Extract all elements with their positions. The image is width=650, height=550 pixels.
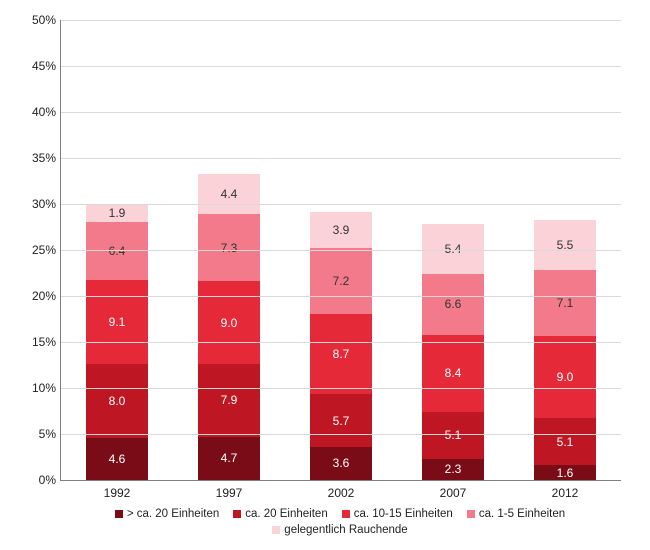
x-tick-label: 2012 bbox=[552, 486, 579, 500]
bar-segment: 4.6 bbox=[86, 438, 148, 480]
bar-segment: 7.2 bbox=[310, 248, 372, 314]
gridline bbox=[61, 250, 621, 251]
bar-segment: 9.0 bbox=[534, 336, 596, 419]
y-tick-label: 5% bbox=[16, 427, 56, 441]
bar-segment: 7.1 bbox=[534, 270, 596, 335]
legend-swatch bbox=[272, 526, 280, 534]
gridline bbox=[61, 20, 621, 21]
legend: > ca. 20 Einheiten ca. 20 Einheiten ca. 10… bbox=[60, 508, 620, 536]
x-tick-label: 2002 bbox=[328, 486, 355, 500]
segment-value-label: 8.0 bbox=[86, 394, 148, 408]
y-tick-label: 50% bbox=[16, 13, 56, 27]
bar-group: 3.6 5.7 8.7 7.2 3.9 bbox=[310, 212, 372, 480]
bar-segment: 3.6 bbox=[310, 447, 372, 480]
bar-segment: 1.6 bbox=[534, 465, 596, 480]
legend-label: gelegentlich Rauchende bbox=[284, 524, 407, 536]
segment-value-label: 9.0 bbox=[198, 316, 260, 330]
legend-item: gelegentlich Rauchende bbox=[272, 524, 407, 536]
bar-group: 1.6 5.1 9.0 7.1 5.5 bbox=[534, 220, 596, 480]
bar-segment: 8.0 bbox=[86, 364, 148, 438]
gridline bbox=[61, 158, 621, 159]
legend-swatch bbox=[233, 510, 241, 518]
bar-segment: 5.5 bbox=[534, 220, 596, 271]
segment-value-label: 4.6 bbox=[86, 452, 148, 466]
bar-segment: 8.7 bbox=[310, 314, 372, 394]
x-tick-label: 1992 bbox=[104, 486, 131, 500]
y-tick-label: 40% bbox=[16, 105, 56, 119]
legend-label: > ca. 20 Einheiten bbox=[127, 508, 219, 520]
plot-area: 4.68.09.16.41.94.77.99.07.34.43.65.78.77… bbox=[60, 20, 621, 481]
bar-group: 2.35.18.46.65.4 bbox=[422, 224, 484, 480]
bar-segment: 5.1 bbox=[422, 412, 484, 459]
gridline bbox=[61, 112, 621, 113]
gridline bbox=[61, 434, 621, 435]
x-tick-label: 1997 bbox=[216, 486, 243, 500]
bar-segment: 4.4 bbox=[198, 174, 260, 214]
gridline bbox=[61, 204, 621, 205]
segment-value-label: 1.9 bbox=[86, 206, 148, 220]
bar-segment: 4.7 bbox=[198, 437, 260, 480]
legend-item: ca. 20 Einheiten bbox=[233, 508, 327, 520]
gridline bbox=[61, 342, 621, 343]
segment-value-label: 4.7 bbox=[198, 451, 260, 465]
gridline bbox=[61, 388, 621, 389]
bar-segment: 5.7 bbox=[310, 394, 372, 446]
x-tick-label: 2007 bbox=[440, 486, 467, 500]
legend-swatch bbox=[115, 510, 123, 518]
y-tick-label: 35% bbox=[16, 151, 56, 165]
legend-item: ca. 10-15 Einheiten bbox=[342, 508, 453, 520]
y-tick-label: 25% bbox=[16, 243, 56, 257]
bar-segment: 1.9 bbox=[86, 204, 148, 221]
segment-value-label: 2.3 bbox=[422, 462, 484, 476]
y-tick-label: 30% bbox=[16, 197, 56, 211]
gridline bbox=[61, 296, 621, 297]
bar-segment: 9.0 bbox=[198, 281, 260, 364]
segment-value-label: 5.1 bbox=[422, 428, 484, 442]
bar-segment: 8.4 bbox=[422, 335, 484, 412]
legend-swatch bbox=[467, 510, 475, 518]
segment-value-label: 8.7 bbox=[310, 347, 372, 361]
segment-value-label: 5.7 bbox=[310, 414, 372, 428]
bar-segment: 3.9 bbox=[310, 212, 372, 248]
segment-value-label: 1.6 bbox=[534, 466, 596, 480]
bar-segment: 6.6 bbox=[422, 274, 484, 335]
segment-value-label: 3.9 bbox=[310, 223, 372, 237]
bar-segment: 9.1 bbox=[86, 280, 148, 364]
segment-value-label: 7.1 bbox=[534, 296, 596, 310]
y-tick-label: 15% bbox=[16, 335, 56, 349]
legend-swatch bbox=[342, 510, 350, 518]
bar-segment: 7.9 bbox=[198, 364, 260, 437]
legend-label: ca. 10-15 Einheiten bbox=[354, 508, 453, 520]
y-tick-label: 0% bbox=[16, 473, 56, 487]
segment-value-label: 3.6 bbox=[310, 456, 372, 470]
bar-segment: 7.3 bbox=[198, 214, 260, 281]
gridline bbox=[61, 66, 621, 67]
segment-value-label: 4.4 bbox=[198, 187, 260, 201]
bar-segment: 5.1 bbox=[534, 418, 596, 465]
segment-value-label: 7.2 bbox=[310, 274, 372, 288]
segment-value-label: 8.4 bbox=[422, 366, 484, 380]
chart-container: 4.68.09.16.41.94.77.99.07.34.43.65.78.77… bbox=[10, 10, 640, 540]
y-tick-label: 10% bbox=[16, 381, 56, 395]
legend-item: > ca. 20 Einheiten bbox=[115, 508, 219, 520]
legend-label: ca. 1-5 Einheiten bbox=[479, 508, 565, 520]
segment-value-label: 7.9 bbox=[198, 393, 260, 407]
segment-value-label: 9.1 bbox=[86, 315, 148, 329]
segment-value-label: 5.1 bbox=[534, 435, 596, 449]
segment-value-label: 6.6 bbox=[422, 297, 484, 311]
bar-segment: 2.3 bbox=[422, 459, 484, 480]
segment-value-label: 9.0 bbox=[534, 370, 596, 384]
legend-item: ca. 1-5 Einheiten bbox=[467, 508, 565, 520]
y-tick-label: 45% bbox=[16, 59, 56, 73]
y-tick-label: 20% bbox=[16, 289, 56, 303]
segment-value-label: 7.3 bbox=[198, 241, 260, 255]
legend-label: ca. 20 Einheiten bbox=[245, 508, 327, 520]
